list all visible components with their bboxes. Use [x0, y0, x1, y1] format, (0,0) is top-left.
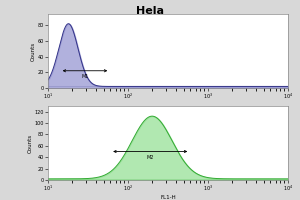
Y-axis label: Counts: Counts — [31, 41, 36, 61]
Text: M2: M2 — [147, 155, 154, 160]
Text: Hela: Hela — [136, 6, 164, 16]
X-axis label: FL1-H: FL1-H — [160, 195, 176, 200]
Y-axis label: Counts: Counts — [28, 133, 33, 153]
Text: M1: M1 — [81, 74, 89, 79]
